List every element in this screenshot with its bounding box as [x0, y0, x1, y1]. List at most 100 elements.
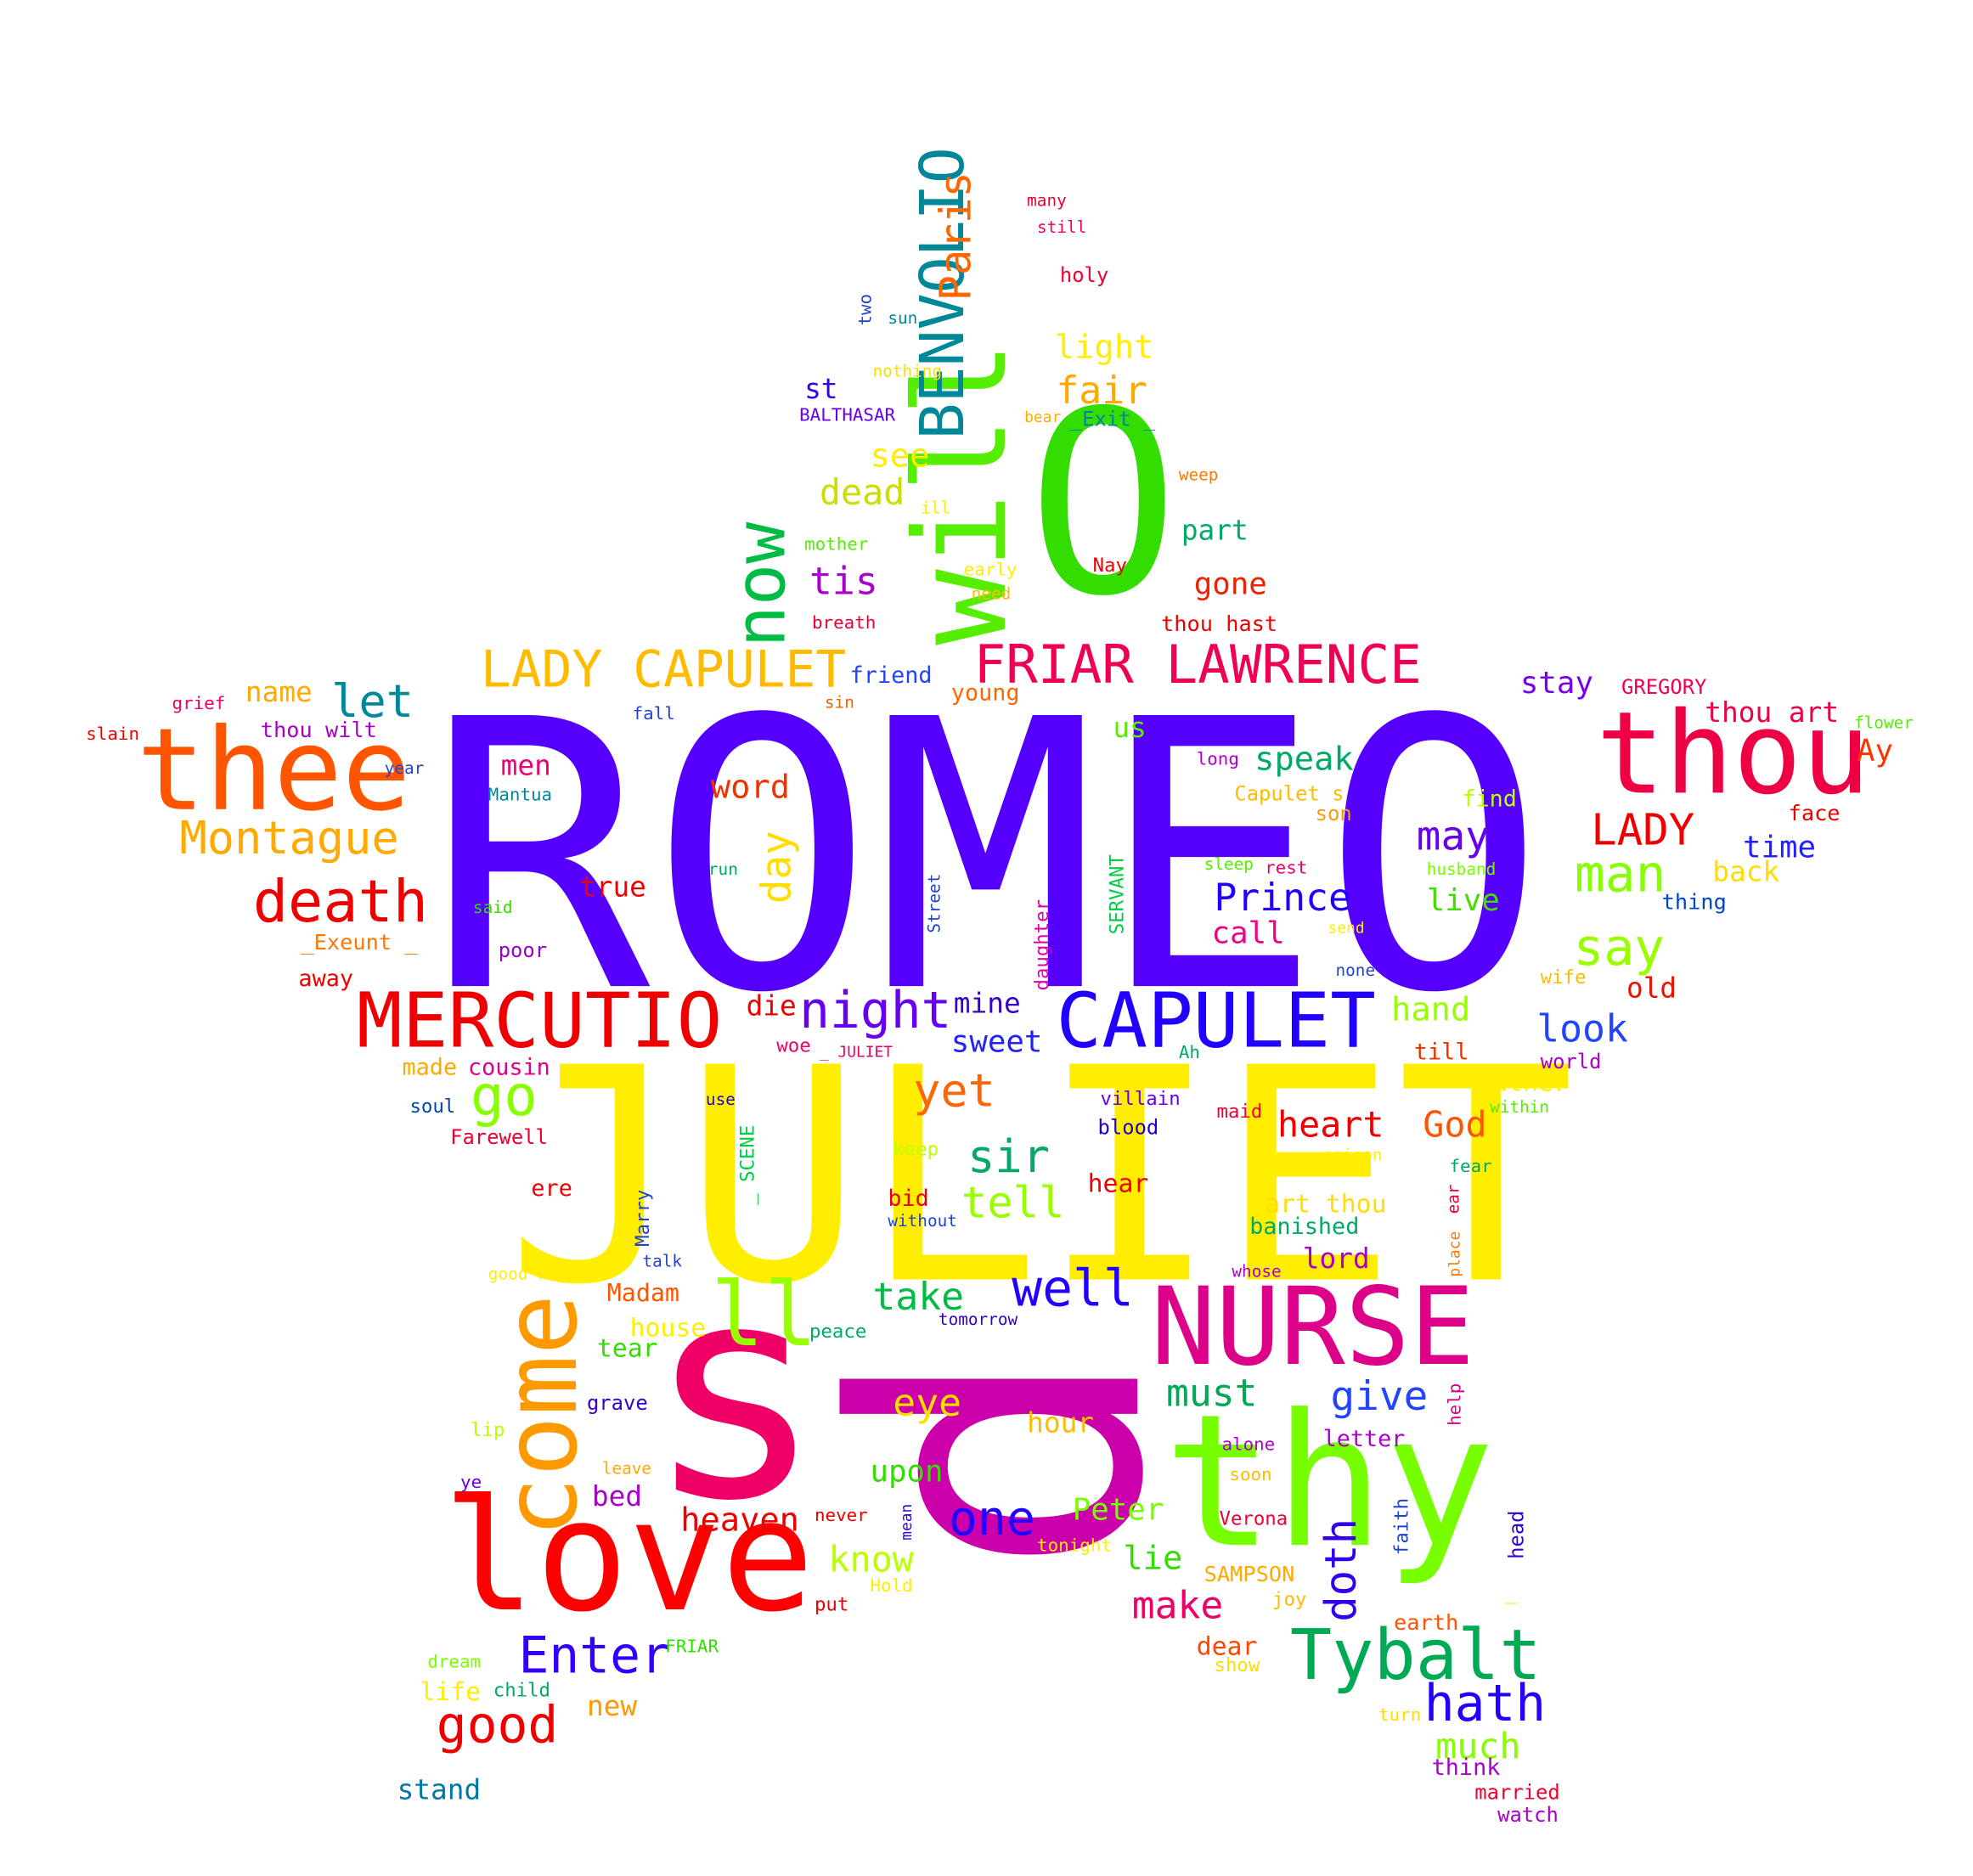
word-friend: friend — [849, 662, 933, 690]
word-upon: upon — [870, 1453, 944, 1490]
word-head: head — [1503, 1510, 1529, 1559]
word-many: many — [1027, 192, 1067, 211]
word-faith: faith — [1390, 1497, 1413, 1556]
word-send: send — [1328, 919, 1365, 938]
word-man: man — [1574, 845, 1666, 904]
word-made: made — [402, 1054, 458, 1081]
word-good: good — [436, 1696, 559, 1755]
word-woe: woe — [776, 1034, 811, 1057]
word-year: year — [384, 759, 425, 779]
word-peace: peace — [809, 1320, 867, 1343]
word-life: life — [420, 1676, 482, 1707]
word-one: one — [948, 1490, 1036, 1546]
word-go: go — [470, 1064, 538, 1130]
word-father: father — [1477, 1067, 1569, 1098]
word-juliet-small: _ JULIET — [819, 1043, 893, 1061]
word-balthasar: BALTHASAR — [799, 405, 896, 426]
word-love: love — [443, 1466, 815, 1647]
word-verona: Verona — [1219, 1507, 1288, 1530]
word-s: s — [645, 1220, 825, 1567]
word-peter: Peter — [1072, 1491, 1164, 1528]
word-thee: thee — [136, 704, 411, 837]
word-husband: husband — [1426, 860, 1497, 881]
word-look: look — [1536, 1007, 1628, 1052]
word-poison: poison — [1322, 1146, 1383, 1166]
word-madam: Madam — [606, 1279, 679, 1308]
word-capulet-s: Capulet s — [1234, 780, 1344, 806]
word-mantua: Mantua — [488, 785, 553, 806]
word-part: part — [1181, 515, 1249, 548]
word-prince: Prince — [1214, 876, 1351, 921]
word-sun: sun — [888, 309, 918, 330]
word-use: use — [705, 1090, 736, 1110]
word-flower: flower — [1854, 714, 1914, 734]
word-within: within — [1490, 1098, 1550, 1118]
word-away: away — [298, 966, 353, 993]
word-yet: yet — [913, 1065, 995, 1118]
word-live: live — [1426, 882, 1500, 918]
word-god: God — [1423, 1103, 1487, 1146]
word-back: back — [1712, 857, 1780, 889]
word-keep: keep — [893, 1137, 939, 1161]
word-leave: leave — [601, 1460, 652, 1479]
word-ear: ear — [1444, 1184, 1464, 1214]
word-thy: thy — [1163, 1375, 1495, 1590]
word-without: without — [888, 1212, 957, 1231]
word-doth: doth — [1316, 1518, 1367, 1622]
word-montague: Montague — [179, 813, 399, 865]
word-weep: weep — [1178, 466, 1219, 486]
word-true: true — [579, 872, 646, 904]
word-thou-art: thou art — [1705, 697, 1840, 730]
word-paris: Paris — [931, 172, 982, 301]
word-let: let — [331, 676, 414, 729]
word-fair: fair — [1056, 369, 1147, 414]
word-sampson: SAMPSON — [1204, 1562, 1295, 1588]
word-stay: stay — [1519, 665, 1593, 701]
word-lady-capulet: LADY CAPULET — [480, 640, 847, 700]
word-enter: Enter — [518, 1626, 671, 1686]
word-grave: grave — [586, 1390, 648, 1415]
word-still: still — [1037, 218, 1087, 238]
word-said: said — [472, 899, 513, 918]
word-cousin: cousin — [467, 1054, 550, 1081]
word-lip: lip — [470, 1418, 505, 1442]
word-lie: lie — [1123, 1540, 1183, 1578]
word-old: old — [1626, 973, 1677, 1006]
word-sweet: sweet — [950, 1023, 1043, 1060]
word-banished: banished — [1249, 1214, 1360, 1241]
word-speak: speak — [1254, 741, 1354, 779]
word-gregory: GREGORY — [1621, 674, 1707, 700]
word-word: word — [710, 769, 791, 807]
word-married: married — [1474, 1779, 1560, 1805]
word-world: world — [1540, 1049, 1602, 1073]
word-st: st — [804, 374, 838, 406]
word-tomorrow: tomorrow — [938, 1310, 1018, 1331]
word-maid: maid — [1216, 1100, 1263, 1123]
word-dream: dream — [427, 1652, 482, 1673]
word-hand: hand — [1391, 991, 1471, 1029]
word-call: call — [1211, 915, 1285, 951]
word-need: need — [971, 585, 1012, 605]
word-now: now — [719, 521, 801, 648]
word-give: give — [1330, 1372, 1429, 1420]
word-two: two — [855, 293, 877, 326]
word-ay: Ay — [1856, 733, 1894, 769]
word-mine: mine — [953, 989, 1021, 1021]
word-slain: slain — [86, 724, 140, 745]
word-good-night: good night — [488, 1265, 588, 1285]
word-lord: lord — [1302, 1243, 1370, 1276]
word-breath: breath — [812, 612, 877, 634]
word-mercutio: MERCUTIO — [356, 977, 723, 1066]
word-face: face — [1788, 801, 1841, 827]
word-dear: dear — [1196, 1631, 1258, 1662]
word-time: time — [1742, 829, 1817, 865]
word-earth: earth — [1393, 1610, 1459, 1637]
word-stand: stand — [397, 1774, 482, 1807]
word-ah: Ah — [1178, 1043, 1200, 1063]
word-name: name — [245, 677, 313, 710]
word-fall: fall — [632, 704, 675, 724]
word-none: none — [1335, 961, 1376, 982]
word-ye: ye — [460, 1473, 482, 1494]
word-hour: hour — [1027, 1408, 1095, 1440]
